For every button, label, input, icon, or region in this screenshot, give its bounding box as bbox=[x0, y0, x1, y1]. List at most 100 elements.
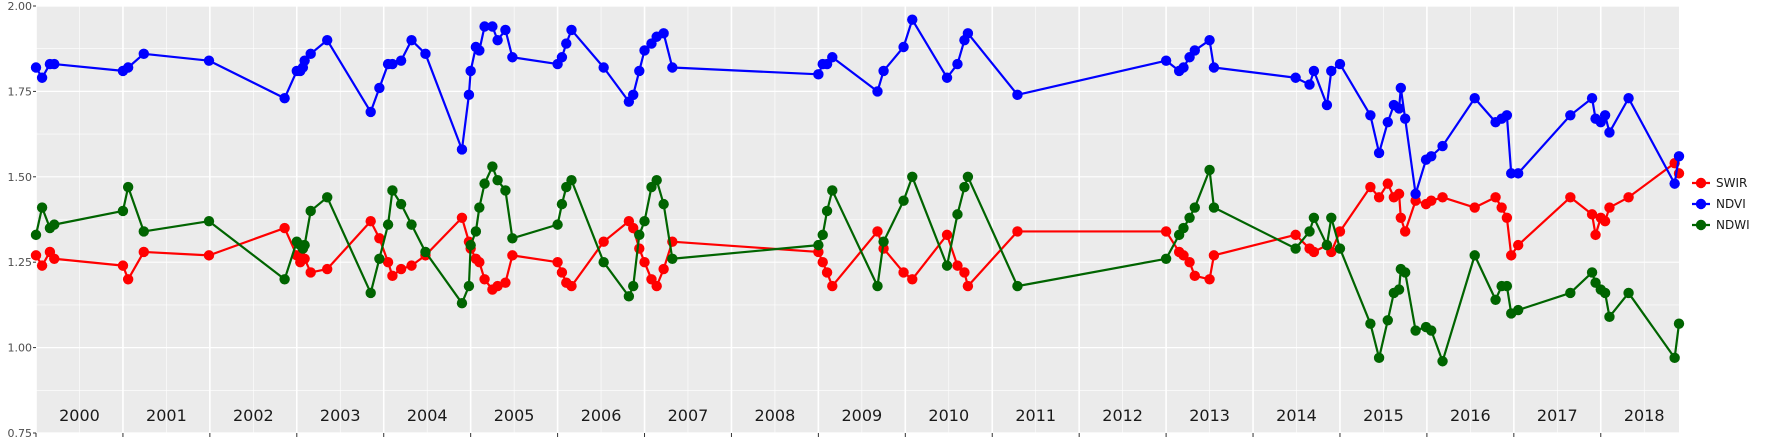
data-point-swir bbox=[299, 253, 310, 264]
data-point-ndwi bbox=[623, 291, 635, 302]
data-point-ndwi bbox=[507, 233, 518, 244]
data-point-ndwi bbox=[1365, 318, 1376, 329]
data-point-ndvi bbox=[1565, 110, 1576, 121]
data-point-ndvi bbox=[138, 48, 149, 60]
data-point-ndvi bbox=[634, 65, 645, 77]
data-point-ndwi bbox=[1334, 243, 1346, 254]
data-point-ndvi bbox=[827, 52, 838, 63]
data-point-swir bbox=[628, 222, 639, 234]
data-point-ndvi bbox=[374, 82, 385, 94]
data-point-ndwi bbox=[463, 280, 475, 292]
data-point-ndwi bbox=[470, 226, 482, 237]
data-point-ndvi bbox=[487, 21, 498, 32]
data-point-ndvi bbox=[941, 72, 953, 83]
data-point-ndvi bbox=[492, 34, 503, 46]
data-point-ndwi bbox=[203, 216, 215, 227]
legend-label: NDVI bbox=[1716, 197, 1746, 211]
data-point-swir bbox=[1178, 250, 1189, 261]
data-point-ndwi bbox=[492, 175, 503, 186]
year-label: 2007 bbox=[668, 406, 709, 425]
data-point-ndwi bbox=[907, 171, 918, 182]
data-point-ndvi bbox=[279, 93, 290, 104]
data-point-swir bbox=[556, 267, 568, 278]
data-point-swir bbox=[117, 260, 129, 271]
data-point-ndvi bbox=[872, 86, 883, 97]
data-point-ndvi bbox=[898, 41, 909, 53]
data-point-ndvi bbox=[395, 55, 407, 66]
y-tick-label: 0.75 bbox=[8, 427, 33, 440]
data-point-ndwi bbox=[1599, 287, 1611, 299]
data-point-swir bbox=[49, 253, 60, 264]
data-point-ndwi bbox=[1308, 212, 1320, 223]
data-point-ndwi bbox=[420, 246, 431, 258]
data-point-swir bbox=[952, 260, 963, 271]
y-tick-label: 2.00 bbox=[8, 0, 33, 13]
data-point-ndvi bbox=[878, 65, 889, 77]
data-point-ndvi bbox=[1512, 168, 1524, 179]
data-point-ndvi bbox=[30, 62, 42, 73]
data-point-ndwi bbox=[395, 198, 407, 210]
data-point-ndvi bbox=[49, 58, 60, 70]
data-point-ndwi bbox=[387, 185, 398, 196]
data-point-ndwi bbox=[952, 209, 963, 220]
data-point-ndvi bbox=[1365, 110, 1376, 121]
year-label: 2016 bbox=[1450, 406, 1491, 425]
data-point-ndvi bbox=[1604, 127, 1615, 138]
data-point-ndwi bbox=[1426, 325, 1437, 336]
data-point-swir bbox=[36, 260, 48, 271]
data-point-swir bbox=[1208, 250, 1220, 261]
data-point-ndvi bbox=[813, 69, 824, 80]
x-axis bbox=[35, 433, 1602, 437]
data-point-ndvi bbox=[1178, 62, 1189, 73]
year-label: 2005 bbox=[494, 406, 535, 425]
data-point-swir bbox=[203, 250, 215, 261]
data-point-swir bbox=[456, 212, 468, 223]
data-point-swir bbox=[1290, 229, 1301, 241]
data-point-swir bbox=[1437, 192, 1448, 203]
data-point-ndvi bbox=[406, 34, 417, 46]
data-point-ndwi bbox=[1304, 226, 1315, 237]
data-point-swir bbox=[387, 270, 398, 282]
data-point-ndvi bbox=[299, 55, 310, 66]
data-point-ndwi bbox=[872, 280, 883, 292]
data-point-ndwi bbox=[827, 185, 838, 196]
data-point-swir bbox=[941, 229, 953, 241]
year-label: 2014 bbox=[1276, 406, 1317, 425]
y-tick-label: 1.75 bbox=[8, 85, 33, 98]
data-point-swir bbox=[1512, 239, 1524, 251]
data-point-swir bbox=[959, 267, 970, 278]
data-point-ndwi bbox=[474, 202, 485, 213]
data-point-ndwi bbox=[821, 205, 833, 217]
data-point-ndvi bbox=[305, 48, 316, 60]
data-point-ndvi bbox=[203, 55, 215, 66]
data-point-swir bbox=[365, 216, 376, 227]
y-tick-label: 1.25 bbox=[8, 256, 33, 269]
data-point-ndwi bbox=[1604, 311, 1615, 323]
data-point-ndvi bbox=[1382, 116, 1393, 128]
data-point-swir bbox=[1395, 212, 1407, 223]
data-point-swir bbox=[566, 280, 577, 292]
data-point-swir bbox=[1506, 250, 1517, 261]
data-point-ndwi bbox=[817, 229, 828, 241]
legend-key-point bbox=[1695, 219, 1707, 231]
data-point-swir bbox=[1604, 202, 1615, 213]
data-point-swir bbox=[1586, 209, 1598, 220]
year-label: 2011 bbox=[1015, 406, 1056, 425]
data-point-ndwi bbox=[374, 253, 385, 264]
data-point-ndvi bbox=[1437, 140, 1448, 152]
data-point-ndwi bbox=[1623, 287, 1634, 299]
data-point-ndvi bbox=[1204, 34, 1215, 46]
data-point-ndvi bbox=[1599, 110, 1611, 121]
data-point-swir bbox=[1334, 226, 1346, 237]
data-point-ndwi bbox=[628, 280, 639, 292]
data-point-ndwi bbox=[1326, 212, 1337, 223]
data-point-ndwi bbox=[639, 216, 650, 227]
data-point-swir bbox=[1012, 226, 1023, 237]
data-point-swir bbox=[1382, 178, 1393, 189]
data-point-ndvi bbox=[1395, 82, 1407, 94]
year-label: 2004 bbox=[407, 406, 448, 425]
data-point-swir bbox=[395, 263, 407, 275]
data-point-ndvi bbox=[1308, 65, 1320, 77]
legend-label: SWIR bbox=[1716, 176, 1747, 190]
